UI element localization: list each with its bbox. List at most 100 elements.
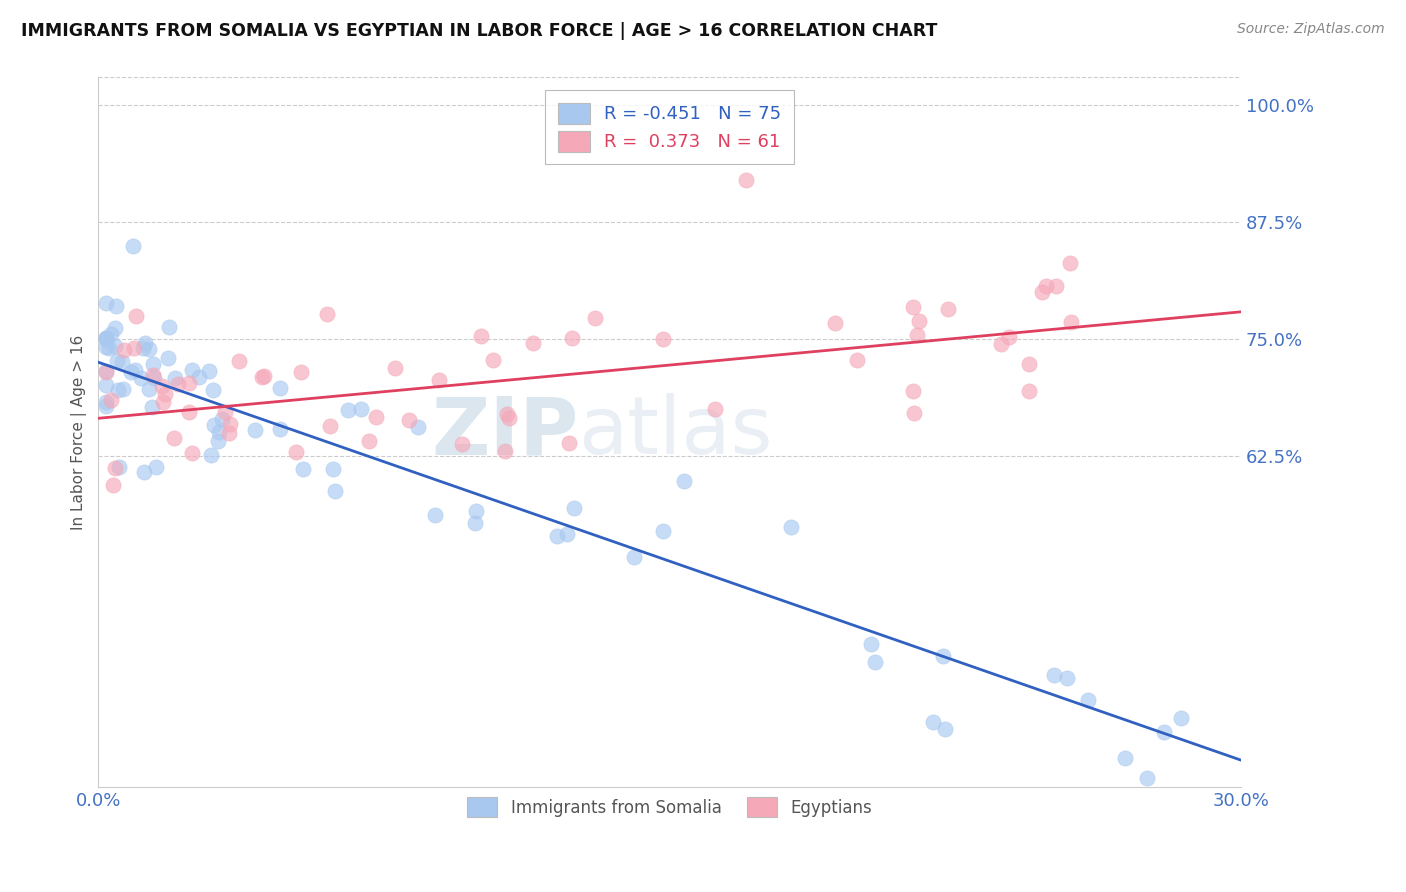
Point <box>198 364 221 378</box>
Point <box>451 437 474 451</box>
Point <box>94 394 117 409</box>
Point <box>1045 278 1067 293</box>
Point <box>124 363 146 377</box>
Point <box>907 328 929 343</box>
Point <box>292 462 315 476</box>
Point <box>208 425 231 439</box>
Point <box>936 302 959 317</box>
Point <box>1059 255 1081 269</box>
Point <box>558 436 581 450</box>
Point <box>177 376 200 390</box>
Point <box>94 332 117 346</box>
Point <box>652 332 675 346</box>
Point <box>934 722 956 736</box>
Point <box>408 419 430 434</box>
Point <box>125 310 148 324</box>
Point <box>100 392 122 407</box>
Point <box>1077 693 1099 707</box>
Point <box>734 173 756 187</box>
Point <box>482 352 505 367</box>
Point <box>94 340 117 354</box>
Point <box>779 520 801 534</box>
Point <box>990 336 1012 351</box>
Point <box>1018 384 1040 399</box>
Point <box>100 326 122 341</box>
Point <box>138 382 160 396</box>
Point <box>522 335 544 350</box>
Point <box>903 384 925 398</box>
Point <box>290 365 312 379</box>
Point <box>322 462 344 476</box>
Legend: Immigrants from Somalia, Egyptians: Immigrants from Somalia, Egyptians <box>460 789 880 825</box>
Point <box>1136 771 1159 785</box>
Point <box>564 501 586 516</box>
Point <box>1035 278 1057 293</box>
Point <box>138 342 160 356</box>
Point <box>253 368 276 383</box>
Point <box>1170 711 1192 725</box>
Point <box>863 656 886 670</box>
Point <box>218 426 240 441</box>
Point <box>250 370 273 384</box>
Point <box>153 387 176 401</box>
Point <box>859 637 882 651</box>
Point <box>142 357 165 371</box>
Point <box>704 401 727 416</box>
Point <box>104 320 127 334</box>
Point <box>163 371 186 385</box>
Point <box>166 376 188 391</box>
Point <box>546 529 568 543</box>
Point <box>316 306 339 320</box>
Point <box>846 353 869 368</box>
Point <box>134 465 156 479</box>
Point <box>423 508 446 522</box>
Point <box>107 383 129 397</box>
Point <box>120 365 142 379</box>
Point <box>398 413 420 427</box>
Point <box>673 475 696 489</box>
Point <box>177 404 200 418</box>
Point <box>94 296 117 310</box>
Point <box>364 410 387 425</box>
Point <box>122 341 145 355</box>
Point <box>211 412 233 426</box>
Point <box>181 446 204 460</box>
Point <box>94 331 117 345</box>
Point <box>104 461 127 475</box>
Point <box>145 459 167 474</box>
Point <box>104 339 127 353</box>
Point <box>1060 315 1083 329</box>
Point <box>1114 750 1136 764</box>
Point <box>464 516 486 530</box>
Point <box>111 382 134 396</box>
Text: IMMIGRANTS FROM SOMALIA VS EGYPTIAN IN LABOR FORCE | AGE > 16 CORRELATION CHART: IMMIGRANTS FROM SOMALIA VS EGYPTIAN IN L… <box>21 22 938 40</box>
Point <box>112 343 135 357</box>
Point <box>142 370 165 384</box>
Point <box>623 549 645 564</box>
Point <box>922 714 945 729</box>
Point <box>131 371 153 385</box>
Point <box>903 301 925 315</box>
Y-axis label: In Labor Force | Age > 16: In Labor Force | Age > 16 <box>72 334 87 530</box>
Point <box>465 504 488 518</box>
Point <box>141 400 163 414</box>
Point <box>470 328 492 343</box>
Point <box>1018 357 1040 371</box>
Point <box>202 383 225 397</box>
Point <box>323 484 346 499</box>
Point <box>204 417 226 432</box>
Point <box>132 341 155 355</box>
Point <box>207 434 229 448</box>
Point <box>908 314 931 328</box>
Point <box>269 381 291 395</box>
Point <box>142 368 165 383</box>
Point <box>98 341 121 355</box>
Point <box>121 239 143 253</box>
Text: atlas: atlas <box>578 393 772 471</box>
Text: Source: ZipAtlas.com: Source: ZipAtlas.com <box>1237 22 1385 37</box>
Point <box>357 434 380 448</box>
Point <box>188 370 211 384</box>
Point <box>350 401 373 416</box>
Point <box>200 448 222 462</box>
Point <box>152 395 174 409</box>
